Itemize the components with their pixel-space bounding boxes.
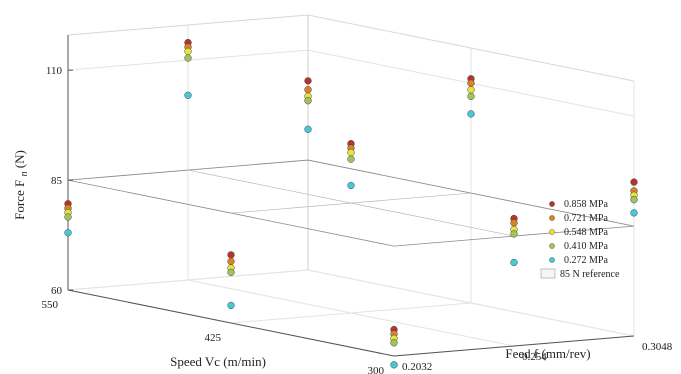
legend-marker bbox=[549, 229, 555, 235]
data-point bbox=[467, 86, 475, 94]
y-tick-label: 0.254 bbox=[522, 351, 547, 363]
z-tick-label: 85 bbox=[51, 175, 63, 187]
z-axis-label-main: Force F bbox=[12, 176, 27, 219]
data-point bbox=[467, 79, 475, 87]
data-point bbox=[227, 301, 235, 310]
data-point bbox=[510, 258, 518, 267]
data-point bbox=[227, 257, 235, 266]
legend: 0.858 MPa 0.721 MPa 0.548 MPa 0.410 MPa 0.27… bbox=[540, 199, 620, 280]
data-point bbox=[227, 268, 235, 277]
y-tick-label: 0.3048 bbox=[642, 341, 673, 353]
reference-plane-outline bbox=[67, 159, 635, 247]
grid-line bbox=[230, 302, 472, 324]
legend-marker bbox=[549, 257, 555, 263]
reference-plane bbox=[67, 159, 635, 247]
data-point bbox=[304, 125, 312, 133]
data-point bbox=[304, 86, 312, 94]
legend-marker bbox=[549, 201, 555, 207]
data-point bbox=[64, 213, 72, 221]
data-point bbox=[510, 219, 518, 227]
data-point bbox=[630, 178, 638, 186]
z-axis-label-sub: n bbox=[19, 171, 30, 176]
data-point bbox=[630, 209, 638, 217]
grid-line bbox=[67, 14, 309, 36]
axis-labels: Force F n (N) Speed Vc (m/min) Feed f (mm/… bbox=[12, 150, 591, 369]
reference-plane-line bbox=[187, 169, 515, 237]
data-point bbox=[304, 97, 312, 105]
data-point bbox=[347, 181, 355, 190]
x-axis-line bbox=[67, 289, 395, 357]
data-point bbox=[184, 91, 192, 99]
legend-marker bbox=[549, 243, 555, 249]
data-point bbox=[184, 54, 192, 62]
data-point bbox=[467, 92, 475, 101]
data-point bbox=[304, 77, 312, 85]
legend-marker-plane bbox=[540, 268, 556, 279]
z-tick-label: 110 bbox=[46, 65, 63, 77]
legend-label: 0.548 MPa bbox=[564, 227, 608, 238]
grid-line bbox=[307, 14, 635, 82]
data-point bbox=[347, 148, 355, 157]
x-tick-label: 425 bbox=[205, 332, 222, 344]
legend-label: 0.858 MPa bbox=[564, 199, 608, 210]
y-axis-label: Feed f (mm/rev) bbox=[505, 346, 590, 361]
data-point bbox=[347, 155, 355, 163]
legend-label: 0.721 MPa bbox=[564, 213, 608, 224]
data-point bbox=[390, 361, 398, 369]
grid-line bbox=[67, 269, 309, 291]
data-point bbox=[630, 196, 638, 204]
z-axis-label-unit: (N) bbox=[12, 150, 27, 171]
z-axis-label: Force F n (N) bbox=[12, 150, 30, 220]
data-point bbox=[227, 251, 235, 259]
data-points bbox=[64, 38, 638, 369]
z-tick-label: 60 bbox=[51, 285, 63, 297]
legend-label: 0.410 MPa bbox=[564, 241, 608, 252]
tick-labels: 60 85 110 550 425 300 0.2032 0.254 0.3048 bbox=[42, 65, 673, 374]
x-tick-label: 300 bbox=[368, 365, 385, 374]
data-point bbox=[390, 339, 398, 347]
y-axis-line bbox=[393, 335, 635, 357]
data-point bbox=[64, 229, 72, 237]
data-point bbox=[510, 230, 518, 238]
x-axis-label: Speed Vc (m/min) bbox=[170, 354, 266, 369]
y-tick-label: 0.2032 bbox=[402, 361, 432, 373]
legend-label: 0.272 MPa bbox=[564, 255, 608, 266]
x-tick-label: 550 bbox=[42, 299, 59, 311]
legend-label-plane: 85 N reference bbox=[560, 269, 620, 280]
axes bbox=[67, 35, 635, 357]
data-point bbox=[467, 110, 475, 118]
data-point bbox=[184, 47, 192, 56]
legend-marker bbox=[549, 215, 555, 221]
